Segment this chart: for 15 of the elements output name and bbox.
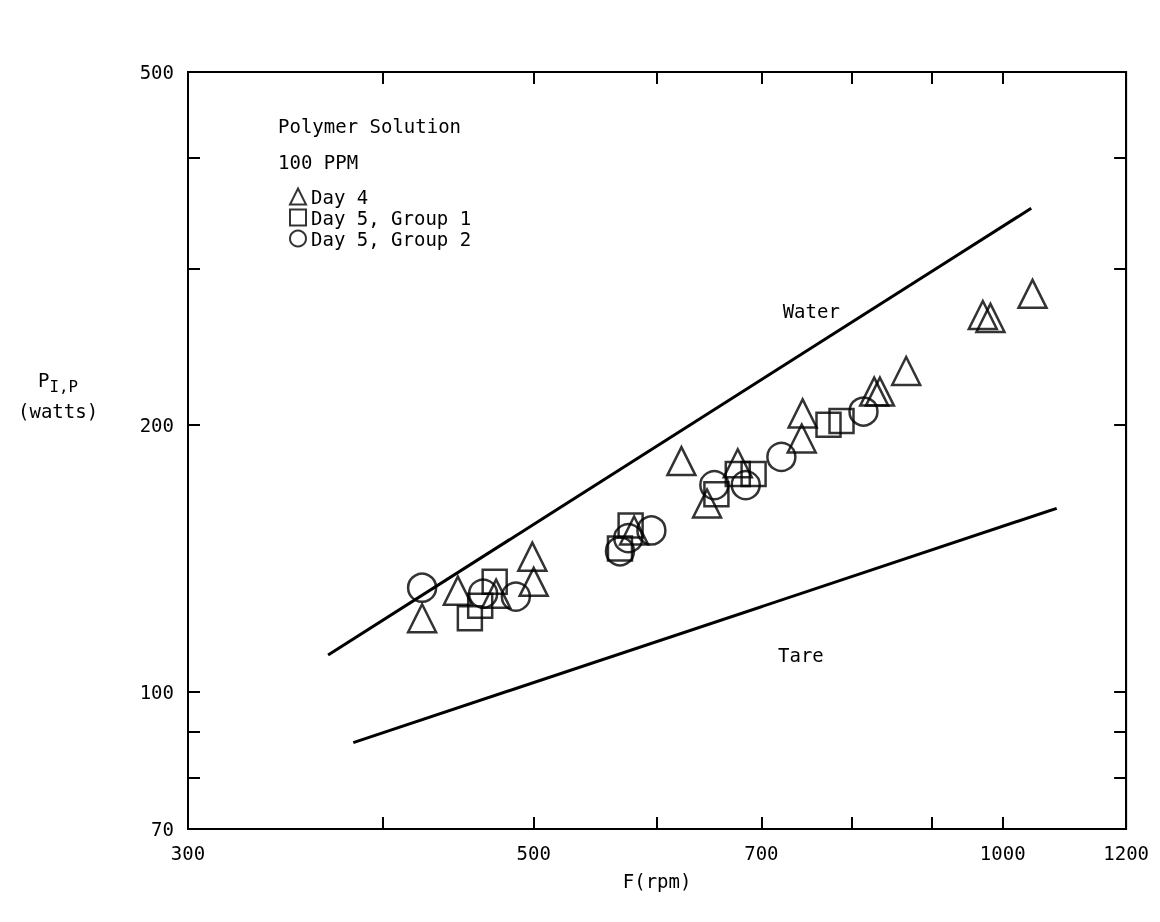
y-tick-label: 100 <box>139 680 174 703</box>
x-tick-label: 1200 <box>1103 841 1149 864</box>
x-tick-label: 500 <box>516 841 551 864</box>
x-tick-label: 300 <box>170 841 206 864</box>
x-tick-label: 700 <box>744 841 779 864</box>
legend-label: Day 4 <box>311 185 369 208</box>
series-label: Water <box>782 300 840 323</box>
text: Tare <box>778 643 824 666</box>
x-tick-label: 1000 <box>979 841 1026 864</box>
y-tick-label: 200 <box>139 413 174 436</box>
legend-title: Polymer Solution 100 PPM <box>278 114 462 173</box>
y-axis-title: P$_{I,P}$ (watts) <box>18 368 99 423</box>
x-axis-title: F(rpm) <box>622 870 692 892</box>
y-tick-label: 500 <box>139 61 174 83</box>
y-tick-label: 70 <box>151 818 174 840</box>
